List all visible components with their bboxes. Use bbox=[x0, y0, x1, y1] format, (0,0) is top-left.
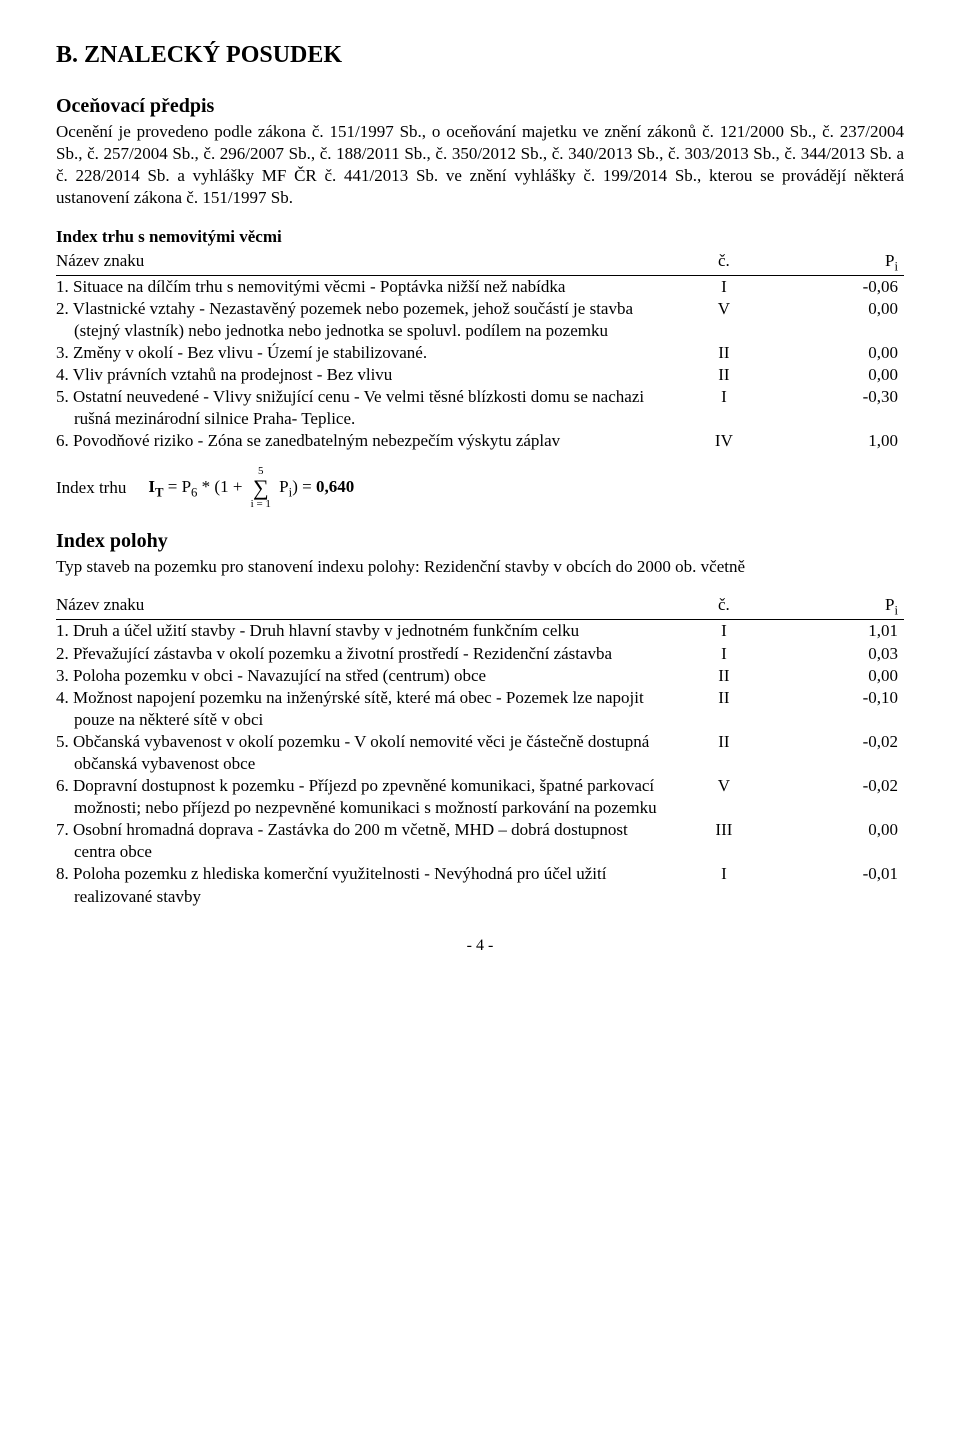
cell-val: -0,06 bbox=[785, 275, 904, 298]
cell-val: -0,01 bbox=[785, 863, 904, 907]
sigma-icon: 5 ∑ i = 1 bbox=[251, 466, 271, 510]
cell-label: 1. Druh a účel užití stavby - Druh hlavn… bbox=[56, 620, 667, 643]
cell-val: -0,02 bbox=[785, 775, 904, 819]
page-number: - 4 - bbox=[56, 936, 904, 957]
cell-val: 0,00 bbox=[785, 819, 904, 863]
cell-code: I bbox=[667, 863, 786, 907]
cell-code: I bbox=[667, 643, 786, 665]
table-header-row: Název znaku č. Pi bbox=[56, 594, 904, 619]
table-row: 1. Situace na dílčím trhu s nemovitými v… bbox=[56, 275, 904, 298]
table-row: 3. Změny v okolí - Bez vlivu - Území je … bbox=[56, 342, 904, 364]
cell-val: 0,00 bbox=[785, 665, 904, 687]
formula-prefix: Index trhu bbox=[56, 477, 126, 499]
table1-title: Index trhu s nemovitými věcmi bbox=[56, 226, 904, 248]
table-row: 2. Vlastnické vztahy - Nezastavěný pozem… bbox=[56, 298, 904, 342]
cell-label: 4. Vliv právních vztahů na prodejnost - … bbox=[56, 364, 667, 386]
sigma-symbol: ∑ bbox=[253, 477, 269, 499]
cell-label: 5. Občanská vybavenost v okolí pozemku -… bbox=[56, 731, 667, 775]
cell-code: V bbox=[667, 298, 786, 342]
cell-code: V bbox=[667, 775, 786, 819]
formula-result: 0,640 bbox=[316, 477, 354, 496]
cell-label: 3. Změny v okolí - Bez vlivu - Území je … bbox=[56, 342, 667, 364]
col-val: Pi bbox=[785, 250, 904, 275]
cell-label: 2. Převažující zástavba v okolí pozemku … bbox=[56, 643, 667, 665]
table-row: 7. Osobní hromadná doprava - Zastávka do… bbox=[56, 819, 904, 863]
polohy-intro: Typ staveb na pozemku pro stanovení inde… bbox=[56, 556, 904, 578]
subheading: Oceňovací předpis bbox=[56, 93, 904, 119]
cell-code: II bbox=[667, 364, 786, 386]
cell-code: III bbox=[667, 819, 786, 863]
table-row: 1. Druh a účel užití stavby - Druh hlavn… bbox=[56, 620, 904, 643]
cell-label: 4. Možnost napojení pozemku na inženýrsk… bbox=[56, 687, 667, 731]
table-row: 5. Ostatní neuvedené - Vlivy snižující c… bbox=[56, 386, 904, 430]
table-row: 6. Povodňové riziko - Zóna se zanedbatel… bbox=[56, 430, 904, 452]
intro-paragraph: Ocenění je provedeno podle zákona č. 151… bbox=[56, 121, 904, 209]
cell-label: 3. Poloha pozemku v obci - Navazující na… bbox=[56, 665, 667, 687]
table-row: 8. Poloha pozemku z hlediska komerční vy… bbox=[56, 863, 904, 907]
cell-label: 6. Dopravní dostupnost k pozemku - Příje… bbox=[56, 775, 667, 819]
document-title: B. ZNALECKÝ POSUDEK bbox=[56, 40, 904, 71]
col-name: Název znaku bbox=[56, 594, 667, 619]
table-row: 5. Občanská vybavenost v okolí pozemku -… bbox=[56, 731, 904, 775]
table-row: 3. Poloha pozemku v obci - Navazující na… bbox=[56, 665, 904, 687]
cell-val: -0,10 bbox=[785, 687, 904, 731]
cell-label: 5. Ostatní neuvedené - Vlivy snižující c… bbox=[56, 386, 667, 430]
cell-code: I bbox=[667, 386, 786, 430]
cell-label: 1. Situace na dílčím trhu s nemovitými v… bbox=[56, 275, 667, 298]
table1: Název znaku č. Pi 1. Situace na dílčím t… bbox=[56, 250, 904, 453]
table-row: 4. Vliv právních vztahů na prodejnost - … bbox=[56, 364, 904, 386]
cell-code: IV bbox=[667, 430, 786, 452]
polohy-title: Index polohy bbox=[56, 528, 904, 554]
table-row: 4. Možnost napojení pozemku na inženýrsk… bbox=[56, 687, 904, 731]
cell-val: 0,03 bbox=[785, 643, 904, 665]
cell-code: II bbox=[667, 342, 786, 364]
table-row: 2. Převažující zástavba v okolí pozemku … bbox=[56, 643, 904, 665]
cell-label: 2. Vlastnické vztahy - Nezastavěný pozem… bbox=[56, 298, 667, 342]
cell-code: II bbox=[667, 687, 786, 731]
table2: Název znaku č. Pi 1. Druh a účel užití s… bbox=[56, 594, 904, 907]
col-val: Pi bbox=[785, 594, 904, 619]
cell-val: 0,00 bbox=[785, 298, 904, 342]
cell-label: 6. Povodňové riziko - Zóna se zanedbatel… bbox=[56, 430, 667, 452]
cell-code: I bbox=[667, 275, 786, 298]
cell-val: 1,01 bbox=[785, 620, 904, 643]
col-code: č. bbox=[667, 250, 786, 275]
cell-val: -0,02 bbox=[785, 731, 904, 775]
cell-code: I bbox=[667, 620, 786, 643]
cell-label: 7. Osobní hromadná doprava - Zastávka do… bbox=[56, 819, 667, 863]
table-header-row: Název znaku č. Pi bbox=[56, 250, 904, 275]
cell-code: II bbox=[667, 665, 786, 687]
cell-code: II bbox=[667, 731, 786, 775]
cell-val: 1,00 bbox=[785, 430, 904, 452]
formula-body: IT = P6 * (1 + 5 ∑ i = 1 Pi) = 0,640 bbox=[148, 466, 354, 510]
cell-label: 8. Poloha pozemku z hlediska komerční vy… bbox=[56, 863, 667, 907]
cell-val: 0,00 bbox=[785, 342, 904, 364]
formula: Index trhu IT = P6 * (1 + 5 ∑ i = 1 Pi) … bbox=[56, 466, 904, 510]
col-code: č. bbox=[667, 594, 786, 619]
col-name: Název znaku bbox=[56, 250, 667, 275]
sigma-lower: i = 1 bbox=[251, 499, 271, 510]
cell-val: 0,00 bbox=[785, 364, 904, 386]
cell-val: -0,30 bbox=[785, 386, 904, 430]
table-row: 6. Dopravní dostupnost k pozemku - Příje… bbox=[56, 775, 904, 819]
